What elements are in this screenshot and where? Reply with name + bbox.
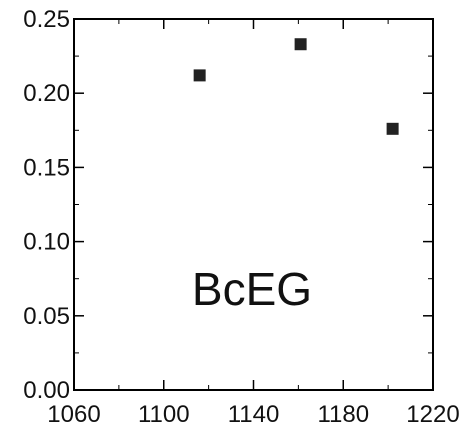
y-tick-label: 0.25 <box>23 6 70 33</box>
x-tick-label: 1100 <box>138 401 190 428</box>
y-tick-label: 0.05 <box>23 303 70 330</box>
y-tick-label: 0.20 <box>23 80 70 107</box>
y-tick-label: 0.15 <box>23 154 70 181</box>
data-point <box>386 122 399 135</box>
x-tick-label: 1220 <box>406 401 459 428</box>
x-tick-label: 1060 <box>47 401 100 428</box>
data-points <box>193 38 399 135</box>
data-point <box>294 38 307 51</box>
data-point <box>193 69 206 82</box>
x-tick-label: 1140 <box>228 401 280 428</box>
y-tick-label: 0.00 <box>23 377 70 404</box>
plot-frame <box>73 18 434 391</box>
y-tick-label: 0.10 <box>23 229 70 256</box>
chart-annotation: BcEG <box>192 263 312 315</box>
x-axis-ticks: 1060 1100 1140 1180 1220 <box>47 19 460 428</box>
y-axis-ticks: 0.00 0.05 0.10 0.15 0.20 0.25 <box>23 6 433 404</box>
x-tick-label: 1180 <box>317 401 369 428</box>
